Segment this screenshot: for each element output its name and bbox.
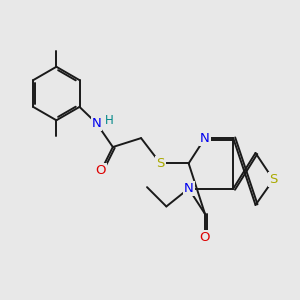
Text: S: S: [269, 173, 278, 186]
Text: O: O: [200, 231, 210, 244]
Text: S: S: [156, 157, 165, 170]
Text: N: N: [184, 182, 194, 195]
Text: N: N: [200, 132, 210, 145]
Text: N: N: [92, 117, 101, 130]
Text: O: O: [96, 164, 106, 177]
Text: H: H: [105, 114, 113, 128]
